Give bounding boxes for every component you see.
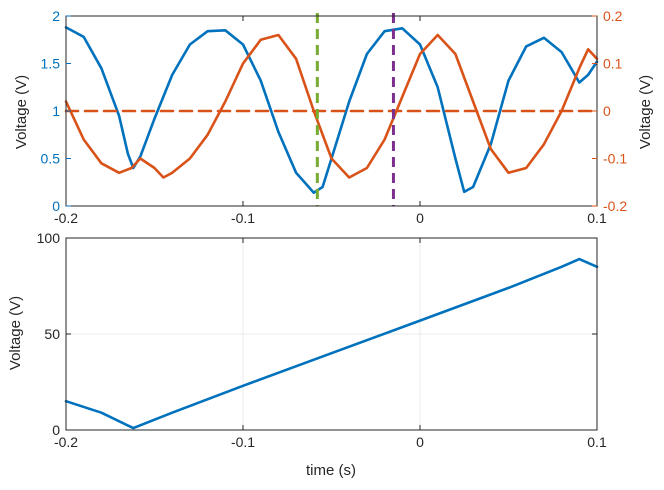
top-left-axis-label: Voltage (V) [13,75,30,149]
bot-y-tick-label-1: 50 [44,326,60,342]
top-x-tick-label-0: -0.2 [54,210,78,226]
top-series-1-line [64,33,599,179]
top-x-tick-label-3: 0.1 [587,210,607,226]
top-y-tick-label-4: 2 [52,8,60,24]
top-right-axis-label: Voltage (V) [637,75,654,149]
top-x-tick-label-1: -0.1 [231,210,255,226]
top-y-tick-label-3: 1.5 [41,56,61,72]
top-right-y-tick-label-1: -0.1 [603,151,627,167]
top-x-tick-label-2: 0 [416,210,424,226]
top-chart: -0.2 -0.1 0 0.1 0 0.5 1 1.5 2 -0.2 -0.1 0 0.1 0.2 V… [13,8,654,226]
bot-y-tick-label-2: 100 [37,230,61,246]
bot-x-tick-label-0: -0.2 [54,434,78,450]
top-y-tick-label-2: 1 [52,103,60,119]
bot-x-tick-label-3: 0.1 [587,434,607,450]
top-right-y-tick-label-4: 0.2 [603,8,623,24]
top-right-y-tick-label-2: 0 [603,103,611,119]
bottom-left-axis-label: Voltage (V) [7,296,24,370]
bot-series-0-line [64,257,599,430]
top-y-tick-label-1: 0.5 [41,151,61,167]
bot-y-tick-label-0: 0 [52,422,60,438]
top-right-y-tick-label-3: 0.1 [603,56,623,72]
bot-x-tick-label-2: 0 [416,434,424,450]
bottom-chart: -0.2 -0.1 0 0.1 0 50 100 Voltage (V) time (s) [7,230,607,479]
bottom-x-axis-label: time (s) [306,462,356,479]
top-right-y-tick-label-0: -0.2 [603,198,627,214]
top-y-tick-label-0: 0 [52,198,60,214]
bot-x-tick-label-1: -0.1 [231,434,255,450]
